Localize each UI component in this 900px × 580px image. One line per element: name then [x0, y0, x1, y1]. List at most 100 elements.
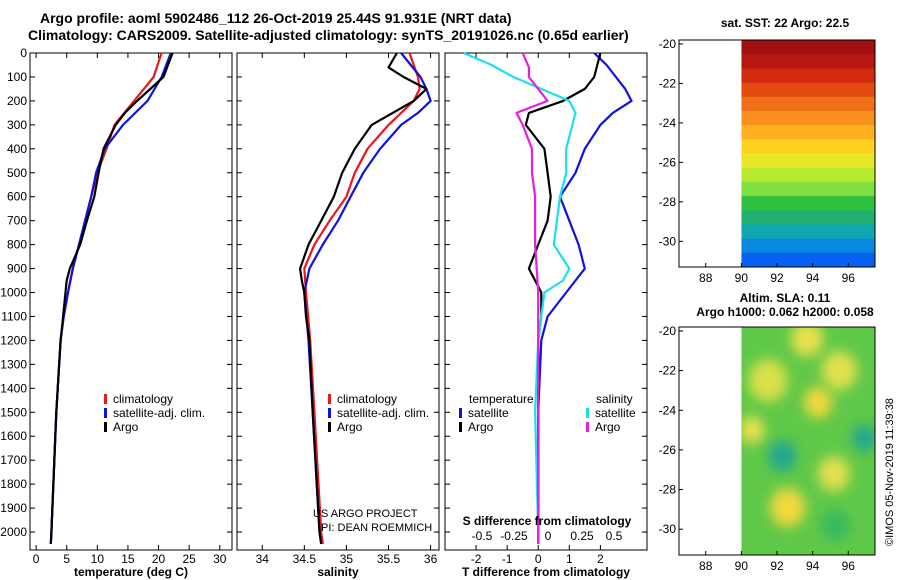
series-line-satellite-adj-clim-: [303, 52, 432, 545]
sla_map-subtitle: Argo h1000: 0.062 h2000: 0.058: [696, 305, 874, 319]
legend-label: climatology: [113, 392, 173, 406]
sla_map-title: Altim. SLA: 0.11: [740, 291, 831, 305]
legend-label: climatology: [337, 392, 397, 406]
y-tick-label: -30: [659, 234, 677, 248]
x-tick-label: 25: [182, 552, 196, 566]
heatmap-anomaly: [769, 487, 806, 528]
x-tick-label: -2: [471, 552, 482, 566]
y-tick-label: 1300: [0, 357, 27, 371]
secondary-x-tick-label: -0.5: [472, 529, 493, 543]
y-tick-label: -26: [659, 155, 677, 169]
y-tick-label: 100: [7, 70, 27, 84]
legend-label: satellite: [468, 406, 509, 420]
secondary-x-tick-label: 0: [545, 529, 552, 543]
x-tick-label: 1: [566, 552, 573, 566]
secondary-x-tick-label: 0.5: [606, 529, 623, 543]
x-tick-label: 90: [735, 271, 749, 285]
y-tick-label: -20: [659, 324, 677, 338]
heatmap-band: [741, 167, 875, 183]
series-line-satellite-adj-clim-: [49, 52, 172, 545]
series-line-salinity-satellite: [463, 51, 577, 544]
sst_map-title: sat. SST: 22 Argo: 22.5: [721, 16, 850, 30]
temperature-panel: 0 5 10 15 20 25 300100200300400500600700800900…: [0, 46, 233, 579]
title-line-1: Argo profile: aoml 5902486_112 26-Oct-20…: [40, 10, 512, 26]
y-tick-label: -28: [659, 483, 677, 497]
y-tick-label: 1800: [0, 477, 27, 491]
x-tick-label: 90: [735, 559, 749, 573]
y-tick-label: 400: [7, 142, 27, 156]
x-tick-label: 30: [213, 552, 227, 566]
heatmap-band: [741, 252, 875, 267]
project-annotation: US ARGO PROJECT: [313, 508, 418, 520]
legend-swatch: [459, 422, 462, 432]
x-tick-label: 92: [770, 559, 784, 573]
legend-label: Argo: [468, 420, 494, 434]
legend-label: Argo: [337, 420, 363, 434]
y-tick-label: 1000: [0, 286, 27, 300]
legend-label: satellite-adj. clim.: [337, 406, 429, 420]
heatmap-anomaly: [748, 358, 788, 403]
secondary-xlabel: S difference from climatology: [463, 514, 632, 528]
series-line-salinity-argo: [515, 52, 549, 544]
sst_map-panel: sat. SST: 22 Argo: 22.5 88 90 92 94 96 -20 -22 -…: [659, 16, 876, 285]
heatmap-band: [741, 54, 875, 70]
y-tick-label: -24: [659, 116, 677, 130]
x-tick-label: 94: [806, 271, 820, 285]
y-tick-label: 900: [7, 262, 27, 276]
y-tick-label: 1400: [0, 381, 27, 395]
x-tick-label: 34: [256, 552, 270, 566]
heatmap-band: [741, 68, 875, 84]
temperature-xlabel: temperature (deg C): [74, 565, 188, 579]
y-tick-label: -26: [659, 443, 677, 457]
y-tick-label: 600: [7, 190, 27, 204]
series-line-temperature-satellite: [537, 52, 633, 544]
legend-heading: temperature: [469, 392, 534, 406]
x-tick-label: 35: [340, 552, 354, 566]
x-tick-label: 5: [63, 552, 70, 566]
heatmap-band: [741, 224, 875, 240]
heatmap-band: [741, 40, 875, 55]
heatmap-anomaly: [817, 456, 851, 492]
y-tick-label: 2000: [0, 525, 27, 539]
legend-swatch: [104, 408, 107, 418]
heatmap-band: [741, 139, 875, 155]
salinity-panel: 34 34.5 35 35.5 36 salinity: [236, 52, 440, 579]
legend-swatch: [104, 422, 107, 432]
legend-label: satellite-adj. clim.: [113, 406, 205, 420]
x-tick-label: 96: [842, 271, 856, 285]
salinity-frame: [236, 52, 440, 551]
legend-swatch: [104, 394, 107, 404]
y-tick-label: 300: [7, 118, 27, 132]
heatmap-anomaly: [768, 440, 797, 472]
y-tick-label: 1700: [0, 453, 27, 467]
legend-swatch: [459, 408, 462, 418]
legend-label: Argo: [595, 420, 621, 434]
difference-xlabel: T difference from climatology: [462, 565, 630, 579]
y-tick-label: -22: [659, 76, 677, 90]
heatmap-anomaly: [821, 509, 851, 541]
heatmap-band: [741, 181, 875, 197]
x-tick-label: 0: [535, 552, 542, 566]
difference-panel: -2 -1 0 1 2T difference from climatology: [444, 51, 648, 579]
heatmap-band: [741, 82, 875, 98]
x-tick-label: -1: [502, 552, 513, 566]
sst_map-field: [741, 40, 875, 267]
y-tick-label: 1200: [0, 333, 27, 347]
x-tick-label: 2: [597, 552, 604, 566]
series-line-argo: [49, 52, 174, 545]
legend-swatch: [328, 394, 331, 404]
heatmap-band: [741, 238, 875, 254]
heatmap-band: [741, 153, 875, 169]
y-tick-label: 0: [20, 46, 27, 60]
heatmap-anomaly: [741, 416, 765, 444]
heatmap-anomaly: [803, 386, 833, 419]
x-tick-label: 92: [770, 271, 784, 285]
legend-swatch: [586, 408, 589, 418]
y-tick-label: 800: [7, 238, 27, 252]
legend-swatch: [328, 422, 331, 432]
y-tick-label: 1500: [0, 405, 27, 419]
y-tick-label: -28: [659, 195, 677, 209]
